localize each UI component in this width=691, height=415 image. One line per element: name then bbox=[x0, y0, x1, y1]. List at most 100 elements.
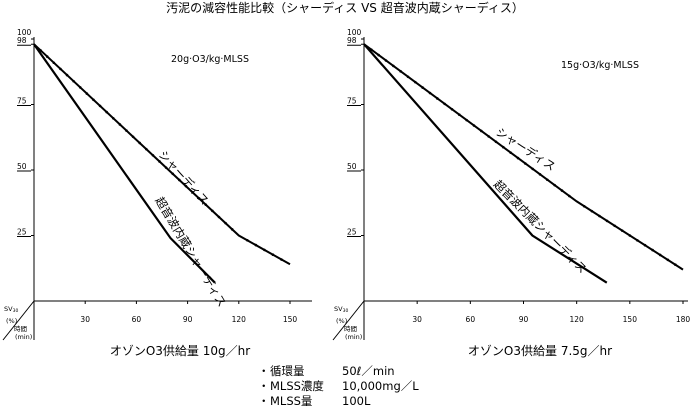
series-point-sharedis bbox=[553, 183, 556, 187]
series-line-sharedis bbox=[363, 43, 684, 271]
series-point-sharedis bbox=[65, 73, 69, 77]
series-point-sharedis bbox=[450, 107, 454, 111]
note-value: 100L bbox=[342, 394, 371, 408]
y-tick-label: 75 bbox=[17, 97, 27, 106]
series-point-sharedis bbox=[605, 219, 609, 223]
series-point-sharedis bbox=[643, 243, 647, 247]
series-point-sharedis bbox=[131, 135, 135, 139]
series-point-sharedis bbox=[197, 197, 201, 200]
series-point-sharedis bbox=[392, 64, 395, 68]
condition-label: 20g·O3/kg·MLSS bbox=[171, 54, 249, 65]
series-point-sharedis bbox=[613, 224, 616, 228]
series-point-sharedis bbox=[628, 234, 632, 237]
x-tick-label: 30 bbox=[412, 315, 422, 324]
x-tick-label: 30 bbox=[80, 315, 90, 324]
series-point-sharedis bbox=[421, 86, 424, 89]
y-tick-label: 98 bbox=[347, 36, 357, 45]
series-point-sharedis bbox=[217, 215, 221, 219]
series-point-sharedis bbox=[582, 205, 586, 208]
series-point-sharedis bbox=[399, 70, 402, 73]
y-tick-label: 50 bbox=[17, 162, 27, 171]
series-point-sharedis bbox=[636, 239, 639, 242]
series-point-sharedis bbox=[458, 113, 461, 117]
note-bullet: ・ bbox=[258, 379, 270, 393]
series-point-sharedis bbox=[254, 243, 258, 247]
x-tick-label: 90 bbox=[183, 315, 193, 324]
series-point-sharedis bbox=[658, 253, 662, 257]
y-axis-unit: (%) bbox=[336, 317, 347, 325]
series-line-ultrasonic-sharedis bbox=[363, 43, 608, 284]
series-point-sharedis bbox=[516, 156, 520, 160]
y-axis-unit: (%) bbox=[6, 317, 17, 325]
x-tick-label: 90 bbox=[519, 315, 529, 324]
x-tick-label: 120 bbox=[570, 315, 585, 324]
series-point-sharedis bbox=[59, 67, 62, 71]
series-point-sharedis bbox=[164, 166, 168, 169]
series-point-sharedis bbox=[280, 258, 283, 261]
series-point-sharedis bbox=[204, 203, 208, 206]
series-point-sharedis bbox=[72, 79, 75, 83]
series-point-sharedis bbox=[98, 104, 102, 108]
series-point-sharedis bbox=[568, 194, 571, 198]
series-point-sharedis bbox=[145, 147, 148, 151]
series-point-sharedis bbox=[118, 123, 122, 126]
x-axis-unit: (min) bbox=[15, 333, 32, 341]
note-bullet: ・ bbox=[258, 394, 270, 408]
series-point-sharedis bbox=[560, 189, 564, 192]
series-point-sharedis bbox=[480, 129, 483, 133]
x-axis-label: 時間 bbox=[14, 325, 27, 333]
y-tick-label: 50 bbox=[347, 162, 357, 171]
x-supply-label: オゾンO3供給量 7.5g／hr bbox=[468, 344, 612, 358]
series-point-sharedis bbox=[384, 59, 388, 62]
x-tick-label: 150 bbox=[623, 315, 638, 324]
series-point-sharedis bbox=[531, 167, 534, 171]
note-bullet: ・ bbox=[258, 364, 270, 378]
series-point-sharedis bbox=[184, 184, 188, 188]
series-point-sharedis bbox=[502, 145, 505, 149]
axis-corner-slash bbox=[332, 300, 365, 341]
series-point-sharedis bbox=[52, 61, 56, 65]
series-point-sharedis bbox=[666, 258, 670, 262]
series-point-sharedis bbox=[414, 80, 417, 84]
series-point-sharedis bbox=[45, 55, 49, 58]
series-point-sharedis bbox=[674, 263, 677, 266]
note-label: MLSS濃度 bbox=[270, 379, 324, 393]
series-point-sharedis bbox=[151, 153, 155, 157]
y-tick-label: 98 bbox=[17, 36, 27, 45]
y-tick-label: 75 bbox=[347, 97, 357, 106]
series-point-sharedis bbox=[509, 151, 512, 154]
series-point-sharedis bbox=[487, 135, 490, 138]
series-point-sharedis bbox=[598, 214, 601, 218]
axis-corner-slash bbox=[2, 300, 35, 341]
series-point-sharedis bbox=[246, 239, 249, 242]
y-tick-label: 25 bbox=[347, 228, 357, 237]
series-line-ultrasonic-sharedis bbox=[33, 43, 216, 284]
y-axis-label: SV30 bbox=[4, 305, 18, 314]
x-tick-label: 60 bbox=[466, 315, 476, 324]
series-label-ultrasonic-sharedis: 超音波内蔵シャーディス bbox=[491, 177, 590, 276]
x-tick-label: 180 bbox=[676, 315, 691, 324]
series-point-sharedis bbox=[158, 160, 161, 163]
series-point-sharedis bbox=[271, 253, 275, 257]
note-label: 循環量 bbox=[270, 364, 305, 378]
series-point-sharedis bbox=[92, 98, 95, 102]
note-value: 10,000mg／L bbox=[342, 379, 419, 393]
y-tick-label: 100 bbox=[17, 28, 32, 37]
x-tick-label: 120 bbox=[232, 315, 247, 324]
series-point-sharedis bbox=[538, 173, 542, 176]
x-axis-label: 時間 bbox=[344, 325, 357, 333]
series-point-sharedis bbox=[494, 140, 498, 144]
series-point-sharedis bbox=[171, 172, 175, 176]
series-label-ultrasonic-sharedis: 超音波内蔵シャーディス bbox=[152, 194, 229, 309]
series-point-sharedis bbox=[436, 97, 439, 100]
series-point-sharedis bbox=[78, 86, 82, 89]
series-point-sharedis bbox=[111, 116, 115, 120]
series-point-sharedis bbox=[590, 209, 594, 213]
series-point-sharedis bbox=[406, 75, 410, 79]
series-point-sharedis bbox=[620, 229, 624, 232]
series-point-sharedis bbox=[230, 228, 234, 231]
y-tick-label: 100 bbox=[347, 28, 362, 37]
